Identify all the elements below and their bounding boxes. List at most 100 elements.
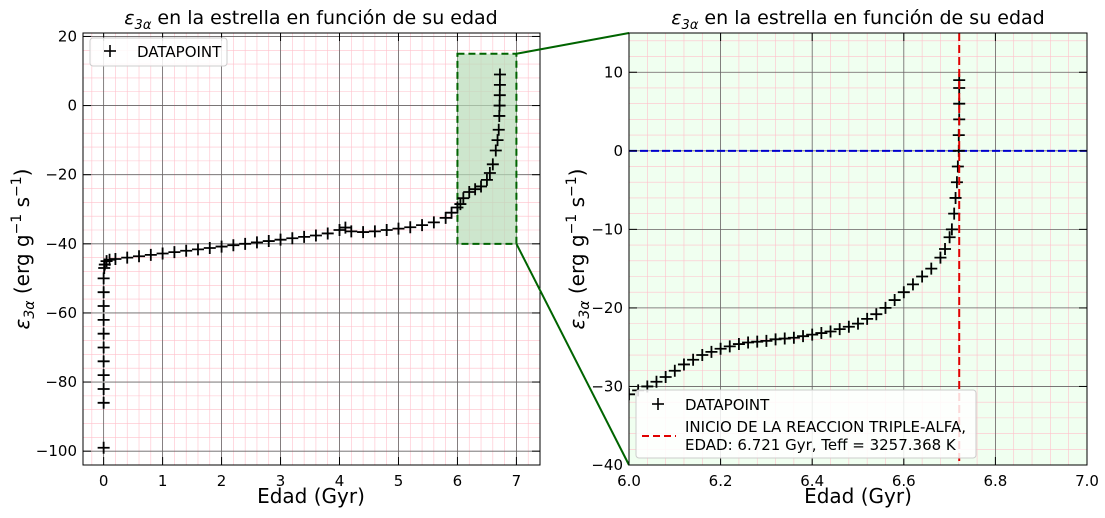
left-data-point (345, 225, 358, 238)
right-data-point (861, 312, 874, 325)
left-data-point (97, 355, 110, 368)
left-chart: ε3α en la estrella en función de su edad… (9, 7, 541, 508)
left-data-point (121, 251, 134, 264)
left-data-point (97, 369, 110, 382)
right-y-axis-label: ε3α (erg g−1 s−1) (564, 169, 593, 330)
right-data-point (629, 388, 635, 401)
left-x-tick-label: 1 (158, 472, 168, 490)
left-data-point (492, 123, 505, 136)
right-data-point (951, 160, 964, 173)
left-data-point (493, 78, 506, 91)
left-data-point (463, 185, 476, 198)
left-data-point (97, 341, 110, 354)
right-legend-onset-label-line2: EDAD: 6.721 Gyr, Teff = 3257.368 K (685, 436, 957, 454)
left-data-point (427, 216, 440, 229)
left-data-point (156, 247, 169, 260)
left-plot-frame (82, 32, 541, 466)
right-data-point (852, 317, 864, 330)
right-x-tick-label: 6.0 (617, 472, 641, 490)
left-zoom-box (456, 52, 518, 245)
left-data-point (133, 250, 146, 263)
right-plot-frame (628, 32, 1088, 466)
left-y-tick-label: 0 (67, 97, 77, 115)
left-y-tick-label: 20 (58, 27, 77, 45)
left-data-point (97, 441, 110, 454)
right-y-tick-label: 10 (604, 63, 623, 81)
left-data-point (457, 192, 470, 205)
left-data-point (97, 382, 110, 395)
right-ticks: 6.0 6.2 6.4 6.6 6.8 7.0 −40 −30 −20 −10 0 10 (591, 33, 1099, 490)
left-data-point (227, 239, 240, 252)
left-data-point (439, 211, 452, 224)
right-y-tick-label: −40 (591, 456, 623, 474)
right-data-point (732, 338, 745, 351)
right-data-point (797, 330, 810, 343)
left-data-point (493, 109, 506, 122)
right-data-point (897, 286, 910, 299)
left-y-tick-label: −20 (45, 166, 77, 184)
left-data-point (368, 225, 381, 238)
left-x-axis-label: Edad (Gyr) (257, 484, 365, 508)
right-data-point (842, 320, 855, 333)
right-data-point (650, 375, 663, 388)
left-data-point (274, 233, 287, 246)
left-y-tick-label: −60 (45, 304, 77, 322)
left-data-point (333, 223, 346, 236)
right-data-point (787, 331, 800, 344)
left-data-point (97, 396, 110, 409)
right-x-tick-label: 6.6 (892, 472, 916, 490)
left-data-point (480, 173, 493, 186)
left-data-point (475, 180, 488, 193)
left-data-point (97, 286, 110, 299)
left-x-tick-label: 7 (512, 472, 522, 490)
right-y-tick-label: 0 (613, 142, 623, 160)
right-data-point (806, 328, 819, 341)
left-data-point (239, 237, 252, 250)
right-data-point (824, 325, 837, 338)
left-data-point (489, 144, 502, 157)
right-data-point (687, 353, 700, 366)
left-data-point (97, 300, 110, 313)
left-data-point (100, 255, 113, 268)
left-chart-title: ε3α en la estrella en función de su edad (124, 7, 497, 33)
right-legend-datapoint-marker (652, 398, 664, 410)
left-data-point (483, 166, 496, 179)
left-data-point (392, 222, 405, 235)
left-data-point (491, 134, 504, 147)
left-data-point (454, 198, 467, 211)
right-data-point (934, 251, 947, 264)
left-legend-marker (104, 45, 116, 57)
right-data-point (888, 294, 901, 307)
left-data-point (286, 232, 299, 245)
left-y-axis-label: ε3α (erg g−1 s−1) (9, 169, 38, 330)
right-x-tick-label: 6.4 (800, 472, 824, 490)
left-data-point (215, 240, 228, 253)
left-y-tick-label: −100 (36, 442, 77, 460)
right-x-tick-label: 6.2 (709, 472, 733, 490)
left-data-point (250, 236, 263, 249)
left-y-tick-label: −40 (45, 235, 77, 253)
left-y-tick-label: −80 (45, 373, 77, 391)
right-y-tick-label: −20 (591, 299, 623, 317)
left-data-point (203, 241, 216, 254)
zoom-connector-top (516, 32, 630, 55)
left-data-point (404, 221, 417, 234)
left-x-tick-label: 0 (99, 472, 109, 490)
right-data-point (833, 323, 846, 336)
left-ticks: 0 1 2 3 4 5 6 7 −100 −80 −60 −40 −20 0 20 (36, 27, 540, 490)
right-data-point (943, 231, 956, 244)
right-data-point (659, 371, 672, 384)
left-data-point (380, 223, 393, 236)
left-legend: DATAPOINT (89, 37, 228, 67)
left-data-point (469, 183, 482, 196)
left-data-point (493, 99, 506, 112)
right-chart: ε3α en la estrella en función de su edad… (564, 7, 1099, 508)
right-data-point (723, 340, 736, 353)
left-data-point (416, 219, 429, 232)
right-legend-datapoint-label: DATAPOINT (685, 396, 770, 414)
left-x-tick-label: 4 (335, 472, 345, 490)
left-data-point (357, 226, 370, 239)
left-x-tick-label: 5 (394, 472, 404, 490)
left-data-point (144, 248, 157, 261)
